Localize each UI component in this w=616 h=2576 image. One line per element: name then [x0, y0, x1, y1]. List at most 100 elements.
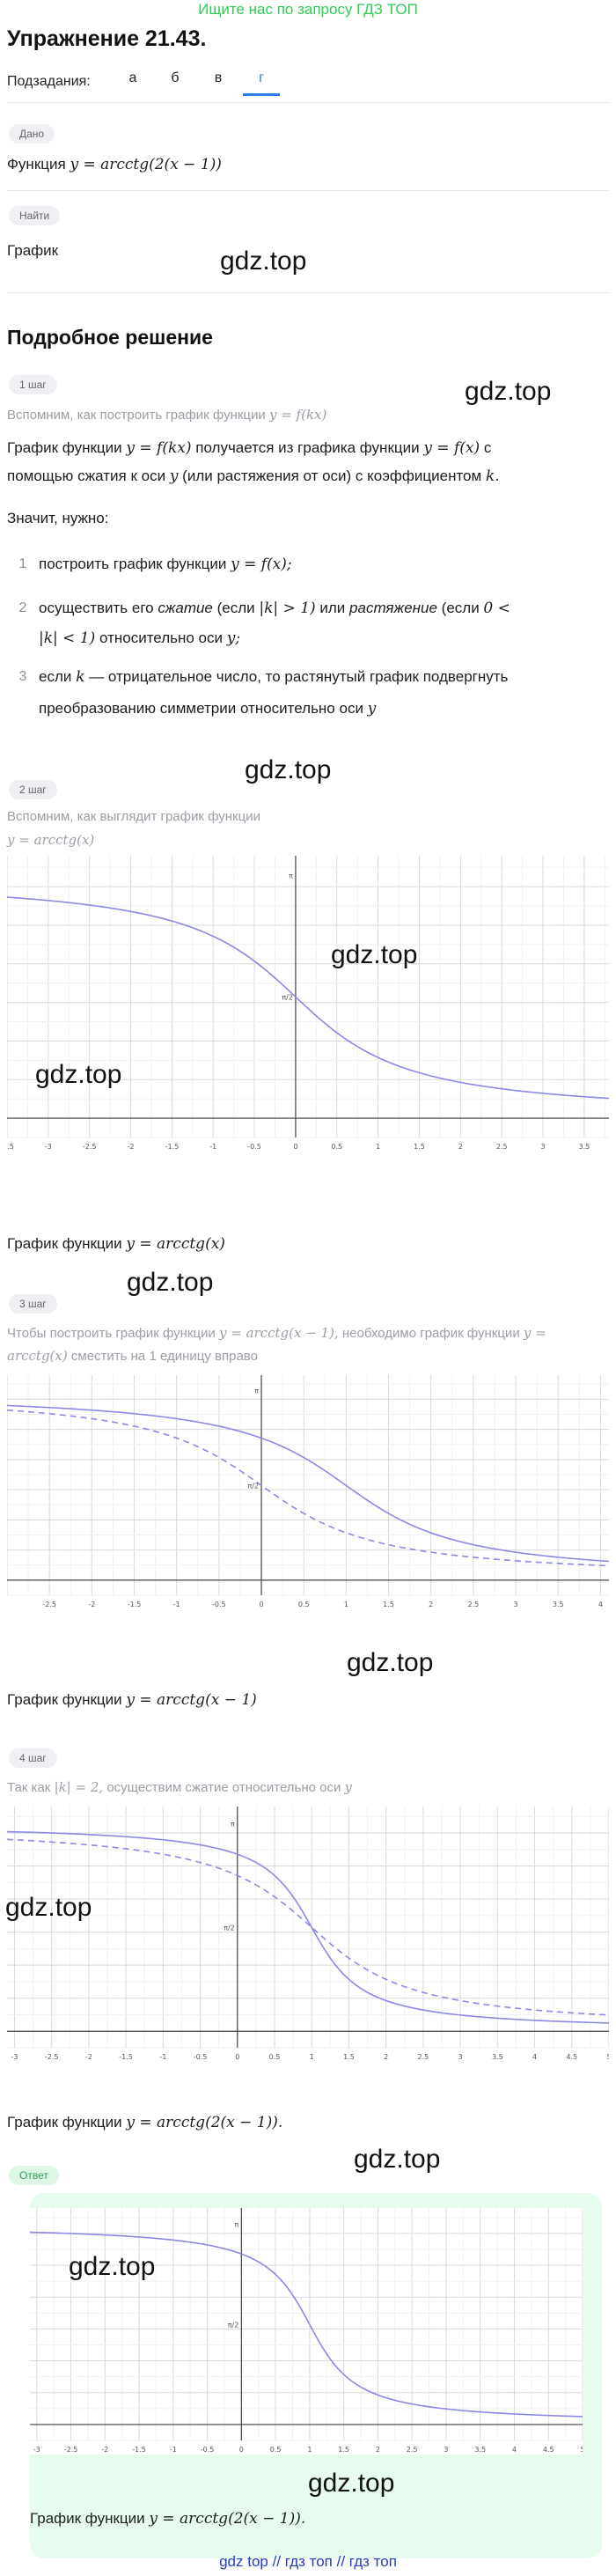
- y-tick-label: π: [254, 1387, 259, 1395]
- x-tick-label: 0: [239, 2446, 244, 2454]
- list-formula: |k| > 1): [259, 600, 316, 617]
- list-text: преобразованию симметрии относительно ос…: [39, 700, 363, 717]
- chart-answer: -3 -2.5 -2 -1.5 -1 -0.5 0 0.5 1 1.5 2 2.5 3 3.5 4 4.5 5 π…: [30, 2208, 583, 2455]
- tab-b[interactable]: б: [171, 70, 180, 85]
- watermark: gdz.top: [245, 755, 332, 784]
- tab-g[interactable]: г: [243, 70, 280, 96]
- step1-text: (или растяжения от оси) с коэффициентом: [182, 467, 482, 484]
- series-line: [30, 2231, 583, 2418]
- x-tick-label: 3.5: [492, 2053, 503, 2061]
- x-tick-label: -1: [170, 2446, 177, 2454]
- list-item-2-line2: |k| < 1) относительно оси y;: [39, 625, 240, 651]
- caption-text: График функции: [7, 1235, 122, 1252]
- x-tick-label: 1.5: [383, 1601, 394, 1608]
- x-tick-label: -3: [45, 1143, 52, 1151]
- x-tick-label: -0.5: [194, 2053, 208, 2061]
- x-tick-label: -1.5: [132, 2446, 146, 2454]
- step2-muted: Вспомним, как выглядит график функции: [7, 809, 260, 824]
- divider: [7, 102, 609, 103]
- step1-need: Значит, нужно:: [7, 510, 109, 526]
- list-text: (если: [441, 600, 480, 616]
- step1-paragraph-line2: помощью сжатия к оси y (или растяжения о…: [7, 463, 500, 489]
- find-pill: Найти: [9, 206, 61, 225]
- caption-formula: y = arcctg(x − 1): [126, 1691, 257, 1709]
- watermark: gdz.top: [465, 377, 552, 406]
- step3-muted-line1: Чтобы построить график функции y = arcct…: [7, 1322, 546, 1344]
- x-tick-label: -0.5: [201, 2446, 215, 2454]
- y-tick-label: π/2: [228, 2321, 239, 2329]
- x-tick-label: 0: [259, 1601, 263, 1608]
- list-number: 1: [18, 556, 27, 571]
- x-tick-label: -1.5: [128, 1601, 142, 1608]
- x-tick-label: -2: [88, 1601, 95, 1608]
- list-emphasis: сжатие: [158, 600, 213, 616]
- x-tick-label: 4: [598, 1601, 603, 1608]
- step-pill-4: 4 шаг: [9, 1748, 57, 1768]
- step-pill-1: 1 шаг: [9, 375, 57, 394]
- list-text: — отрицательное число, то растянутый гра…: [89, 668, 509, 685]
- caption-text: График функции: [7, 1691, 122, 1708]
- caption-text: График функции: [7, 2114, 122, 2131]
- promo-banner[interactable]: Ищите нас по запросу ГДЗ ТОП: [198, 1, 418, 18]
- x-tick-label: -1.5: [119, 2053, 133, 2061]
- x-tick-label: -1: [209, 1143, 216, 1151]
- step4-caption: График функции y = arcctg(2(x − 1)).: [7, 2109, 282, 2136]
- list-item-2-line1: осуществить его сжатие (если |k| > 1) ил…: [39, 595, 510, 622]
- step1-muted: Вспомним, как построить график функции y…: [7, 404, 326, 426]
- list-text: если: [39, 668, 72, 685]
- x-tick-label: -2: [85, 2053, 92, 2061]
- chart-arcctg-2x: -3 -2.5 -2 -1.5 -1 -0.5 0 0.5 1 1.5 2 2.5 3 3.5 4 4.5 5 π…: [7, 1807, 609, 2062]
- x-tick-label: 0.5: [270, 2446, 282, 2454]
- x-tick-label: 0: [235, 2053, 239, 2061]
- list-formula: |k| < 1): [39, 629, 96, 647]
- x-tick-label: -1.5: [165, 1143, 180, 1151]
- step1-formula: k.: [485, 467, 500, 485]
- muted-text: Так как: [7, 1780, 51, 1795]
- x-tick-label: 3.5: [579, 1143, 590, 1151]
- given-formula: y = arcctg(2(x − 1)): [70, 156, 222, 173]
- x-tick-label: 2: [384, 2053, 388, 2061]
- x-tick-label: 0.5: [269, 2053, 281, 2061]
- list-item-3-line1: если k — отрицательное число, то растяну…: [39, 664, 508, 690]
- step1-text: помощью сжатия к оси: [7, 467, 166, 484]
- tab-a[interactable]: а: [128, 70, 137, 85]
- x-tick-label: 3: [458, 2053, 463, 2061]
- list-text: (если: [216, 600, 255, 616]
- footer-links[interactable]: gdz top // гдз топ // гдз топ: [219, 2553, 397, 2570]
- x-tick-label: 1: [307, 2446, 312, 2454]
- answer-pill: Ответ: [9, 2166, 59, 2185]
- x-tick-label: -2: [128, 1143, 135, 1151]
- x-tick-label: -3.5: [7, 1143, 14, 1151]
- watermark: gdz.top: [331, 940, 418, 969]
- watermark: gdz.top: [347, 1648, 434, 1677]
- step1-text: с: [483, 439, 492, 456]
- muted-text: необходимо график функции: [341, 1326, 520, 1341]
- watermark: gdz.top: [308, 2469, 395, 2498]
- tab-v[interactable]: в: [214, 70, 223, 85]
- step1-formula: y: [169, 467, 179, 485]
- x-tick-label: 2.5: [467, 1601, 479, 1608]
- muted-formula: y =: [523, 1325, 546, 1341]
- x-tick-label: 0: [293, 1143, 297, 1151]
- step1-text: График функции: [7, 439, 122, 456]
- step2-muted-formula: y = arcctg(x): [7, 832, 95, 848]
- step4-muted: Так как |k| = 2, осуществим сжатие относ…: [7, 1777, 352, 1799]
- x-tick-label: 2: [429, 1601, 433, 1608]
- step1-text: получается из графика функции: [195, 439, 420, 456]
- series-line: [7, 896, 609, 1100]
- list-formula: 0 <: [483, 600, 510, 617]
- divider: [7, 292, 609, 293]
- watermark: gdz.top: [354, 2145, 441, 2174]
- watermark: gdz.top: [5, 1893, 92, 1922]
- y-tick-label: π/2: [247, 1482, 259, 1490]
- divider: [7, 190, 609, 191]
- x-tick-label: 5: [606, 2053, 609, 2061]
- muted-formula: y: [344, 1779, 353, 1795]
- caption-formula: y = arcctg(2(x − 1)).: [149, 2510, 306, 2528]
- list-text: построить график функции: [39, 556, 227, 572]
- x-tick-label: -2: [101, 2446, 108, 2454]
- x-tick-label: 4.5: [566, 2053, 577, 2061]
- page-title: Упражнение 21.43.: [7, 26, 207, 51]
- muted-formula: arcctg(x): [7, 1348, 68, 1364]
- list-item-3-line2: преобразованию симметрии относительно ос…: [39, 696, 376, 722]
